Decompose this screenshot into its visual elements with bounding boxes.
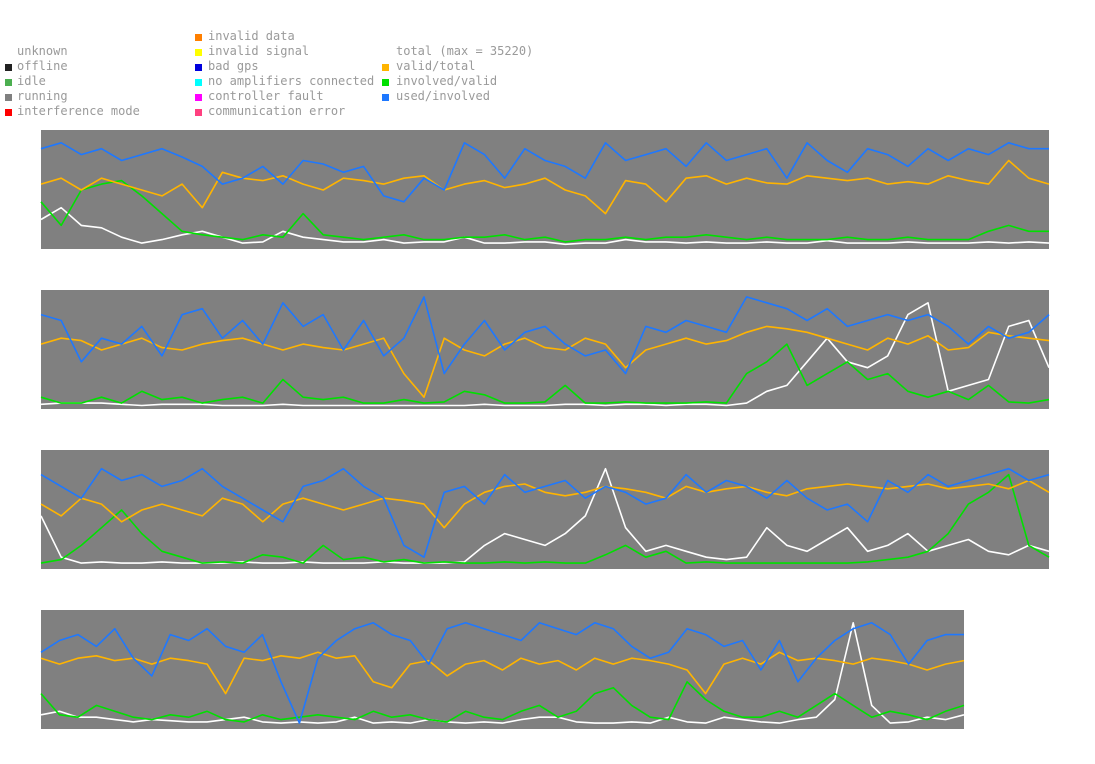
legend-swatch-communication-error [195,109,202,116]
legend-label: no amplifiers connected [208,74,375,88]
series-line-valid-total [40,159,1050,215]
chart-panel-1 [40,130,1050,249]
legend-swatch-no-amplifiers-connected [195,79,202,86]
legend-item-controller-fault: controller fault [208,89,324,104]
series-line-total [40,301,1050,407]
legend-item-bad-gps: bad gps [208,59,259,74]
legend-swatch-bad-gps [195,64,202,71]
legend-swatch-interference-mode [5,109,12,116]
legend-label: unknown [17,44,68,58]
legend-swatch-valid-total [382,64,389,71]
legend-label: bad gps [208,59,259,73]
series-line-used-involved [40,296,1050,375]
legend-item-no-amplifiers-connected: no amplifiers connected [208,74,374,89]
series-line-involved-valid [40,473,1050,564]
panel-background [41,130,1049,249]
panel-background [41,290,1049,409]
series-line-used-involved [40,467,1050,559]
series-line-total [40,206,1050,246]
legend-item-offline: offline [17,59,68,74]
series-line-used-involved [40,621,964,724]
series-line-involved-valid [40,680,965,723]
legend-swatch-idle [5,79,12,86]
legend-swatch-involved-valid [382,79,389,86]
legend-swatch-controller-fault [195,94,202,101]
legend-item-valid-total: valid/total [396,59,475,74]
legend-item-total: total (max = 35220) [396,44,533,59]
legend-item-running: running [17,89,68,104]
legend-label: invalid data [208,29,295,43]
legend-swatch-invalid-signal [195,49,202,56]
legend-item-unknown: unknown [17,44,68,59]
chart-panel-2 [40,290,1050,409]
legend-label: interference mode [17,104,140,118]
series-line-total [40,621,965,724]
legend-label: invalid signal [208,44,310,58]
legend-label: used/involved [396,89,490,103]
chart-panel-4 [40,610,965,729]
legend-label: involved/valid [396,74,498,88]
legend-swatch-running [5,94,12,101]
legend-item-interference-mode: interference mode [17,104,140,119]
legend-label: controller fault [208,89,324,103]
series-line-used-involved [40,142,1049,203]
legend-swatch-invalid-data [195,34,202,41]
legend-label: valid/total [396,59,476,73]
legend-item-idle: idle [17,74,46,89]
legend-swatch-offline [5,64,12,71]
series-line-involved-valid [40,179,1049,243]
legend-label: total (max = 35220) [396,44,534,58]
chart-panel-3 [40,450,1050,569]
series-line-valid-total [40,479,1050,529]
legend-item-invalid-data: invalid data [208,29,295,44]
panel-background [41,450,1049,569]
legend-label: offline [17,59,68,73]
legend-item-invalid-signal: invalid signal [208,44,309,59]
series-line-valid-total [40,325,1050,399]
legend-item-used-involved: used/involved [396,89,490,104]
series-line-involved-valid [40,343,1050,404]
legend-label: communication error [208,104,346,118]
legend-item-communication-error: communication error [208,104,345,119]
legend-label: idle [17,74,46,88]
series-line-valid-total [40,651,965,695]
legend-item-involved-valid: involved/valid [396,74,497,89]
legend-label: running [17,89,68,103]
legend-swatch-used-involved [382,94,389,101]
